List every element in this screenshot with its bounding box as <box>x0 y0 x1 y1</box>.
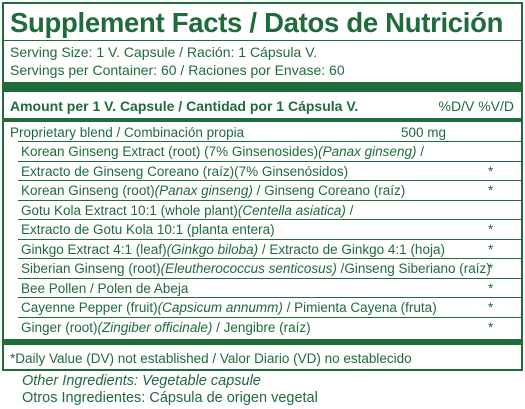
ingredient-text-suffix: / <box>416 144 424 159</box>
ingredient-text-suffix: / Ginseng Coreano (raíz) <box>252 183 406 198</box>
row-divider <box>18 141 521 142</box>
botanical-name: (Panax ginseng) <box>154 183 253 198</box>
other-ingredients: Other Ingredients: Vegetable capsule <box>22 373 261 389</box>
medium-divider <box>4 118 521 122</box>
ingredient-row: Korean Ginseng Extract (root) (7% Ginsen… <box>21 143 424 161</box>
thick-divider <box>4 82 521 92</box>
row-divider <box>18 238 521 240</box>
botanical-name: (Ginkgo biloba) <box>166 241 259 257</box>
row-divider <box>18 316 521 318</box>
ingredient-row: Extracto de Ginseng Coreano (raíz)(7% Gi… <box>21 163 348 181</box>
row-divider <box>18 297 521 298</box>
ingredient-text-suffix: / Extracto de Ginkgo 4:1 (hoja) <box>258 241 445 257</box>
supplement-facts-panel: Supplement Facts / Datos de Nutrición Se… <box>2 2 523 371</box>
ingredient-row: Gotu Kola Extract 10:1 (whole plant)(Cen… <box>21 202 353 220</box>
footnote: *Daily Value (DV) not established / Valo… <box>10 351 412 366</box>
amount-header: Amount per 1 V. Capsule / Cantidad por 1… <box>10 98 359 114</box>
row-divider <box>18 219 521 220</box>
ingredient-row: Korean Ginseng (root)(Panax ginseng) / G… <box>21 182 405 200</box>
ingredient-text-suffix: /Ginseng Siberiano (raíz) <box>336 261 491 276</box>
botanical-name: (Eleutherococcus senticosus) <box>160 261 337 276</box>
divider <box>4 40 521 41</box>
servings-per-container: Servings per Container: 60 / Raciones po… <box>10 62 345 78</box>
dv-not-established-mark: * <box>488 280 494 296</box>
dv-not-established-mark: * <box>488 183 494 198</box>
botanical-name: (Centella asiatica) <box>237 202 346 218</box>
ingredient-text-suffix: / Pimienta Cayena (fruta) <box>282 300 437 315</box>
ingredient-row: Bee Pollen / Polen de Abeja <box>21 280 188 298</box>
bottom-divider <box>4 339 521 345</box>
serving-size: Serving Size: 1 V. Capsule / Ración: 1 C… <box>10 44 318 60</box>
dv-not-established-mark: * <box>488 241 494 257</box>
dv-not-established-mark: * <box>488 300 494 315</box>
ingredient-text: Korean Ginseng (root) <box>21 183 155 198</box>
amount-header-row: Amount per 1 V. Capsule / Cantidad por 1… <box>10 98 518 115</box>
otros-ingredientes: Otros Ingredientes: Cápsula de origen ve… <box>22 390 318 406</box>
ingredient-text-suffix: / Jengibre (raíz) <box>212 319 311 335</box>
dv-not-established-mark: * <box>488 222 494 237</box>
ingredient-row: Cayenne Pepper (fruit)(Capsicum annumm) … <box>21 299 437 317</box>
botanical-name: (Capsicum annumm) <box>157 300 283 315</box>
panel-title: Supplement Facts / Datos de Nutrición <box>10 7 504 38</box>
ingredient-row: Ginkgo Extract 4:1 (leaf)(Ginkgo biloba)… <box>21 241 445 259</box>
row-divider <box>18 160 521 162</box>
dv-header: %D/V %V/D <box>438 98 514 114</box>
ingredient-text: Extracto de Gotu Kola 10:1 (planta enter… <box>21 222 275 237</box>
row-divider <box>18 180 521 181</box>
ingredient-text: Extracto de Ginseng Coreano (raíz)(7% Gi… <box>21 163 349 179</box>
ingredient-text: Ginkgo Extract 4:1 (leaf) <box>21 241 167 257</box>
ingredient-text: Korean Ginseng Extract (root) (7% Ginsen… <box>21 144 319 159</box>
ingredient-text-suffix: / <box>345 202 354 218</box>
row-divider <box>18 258 521 259</box>
ingredient-row: Ginger (root)(Zingiber officinale) / Jen… <box>21 319 311 337</box>
dv-not-established-mark: * <box>488 261 494 276</box>
ingredient-text: Cayenne Pepper (fruit) <box>21 300 158 315</box>
ingredient-text: Gotu Kola Extract 10:1 (whole plant) <box>21 202 238 218</box>
botanical-name: (Panax ginseng) <box>318 144 417 159</box>
dv-not-established-mark: * <box>488 163 494 179</box>
botanical-name: (Zingiber officinale) <box>97 319 213 335</box>
ingredient-text: Bee Pollen / Polen de Abeja <box>21 280 189 296</box>
blend-name: Proprietary blend / Combinación propia <box>10 125 245 140</box>
row-divider <box>18 277 521 279</box>
dv-not-established-mark: * <box>488 319 494 335</box>
ingredient-row: Siberian Ginseng (root)(Eleutherococcus … <box>21 260 491 278</box>
row-divider <box>18 199 521 201</box>
ingredient-text: Ginger (root) <box>21 319 98 335</box>
ingredient-row: Extracto de Gotu Kola 10:1 (planta enter… <box>21 221 275 239</box>
blend-amount: 500 mg <box>401 125 447 140</box>
ingredient-text: Siberian Ginseng (root) <box>21 261 161 276</box>
